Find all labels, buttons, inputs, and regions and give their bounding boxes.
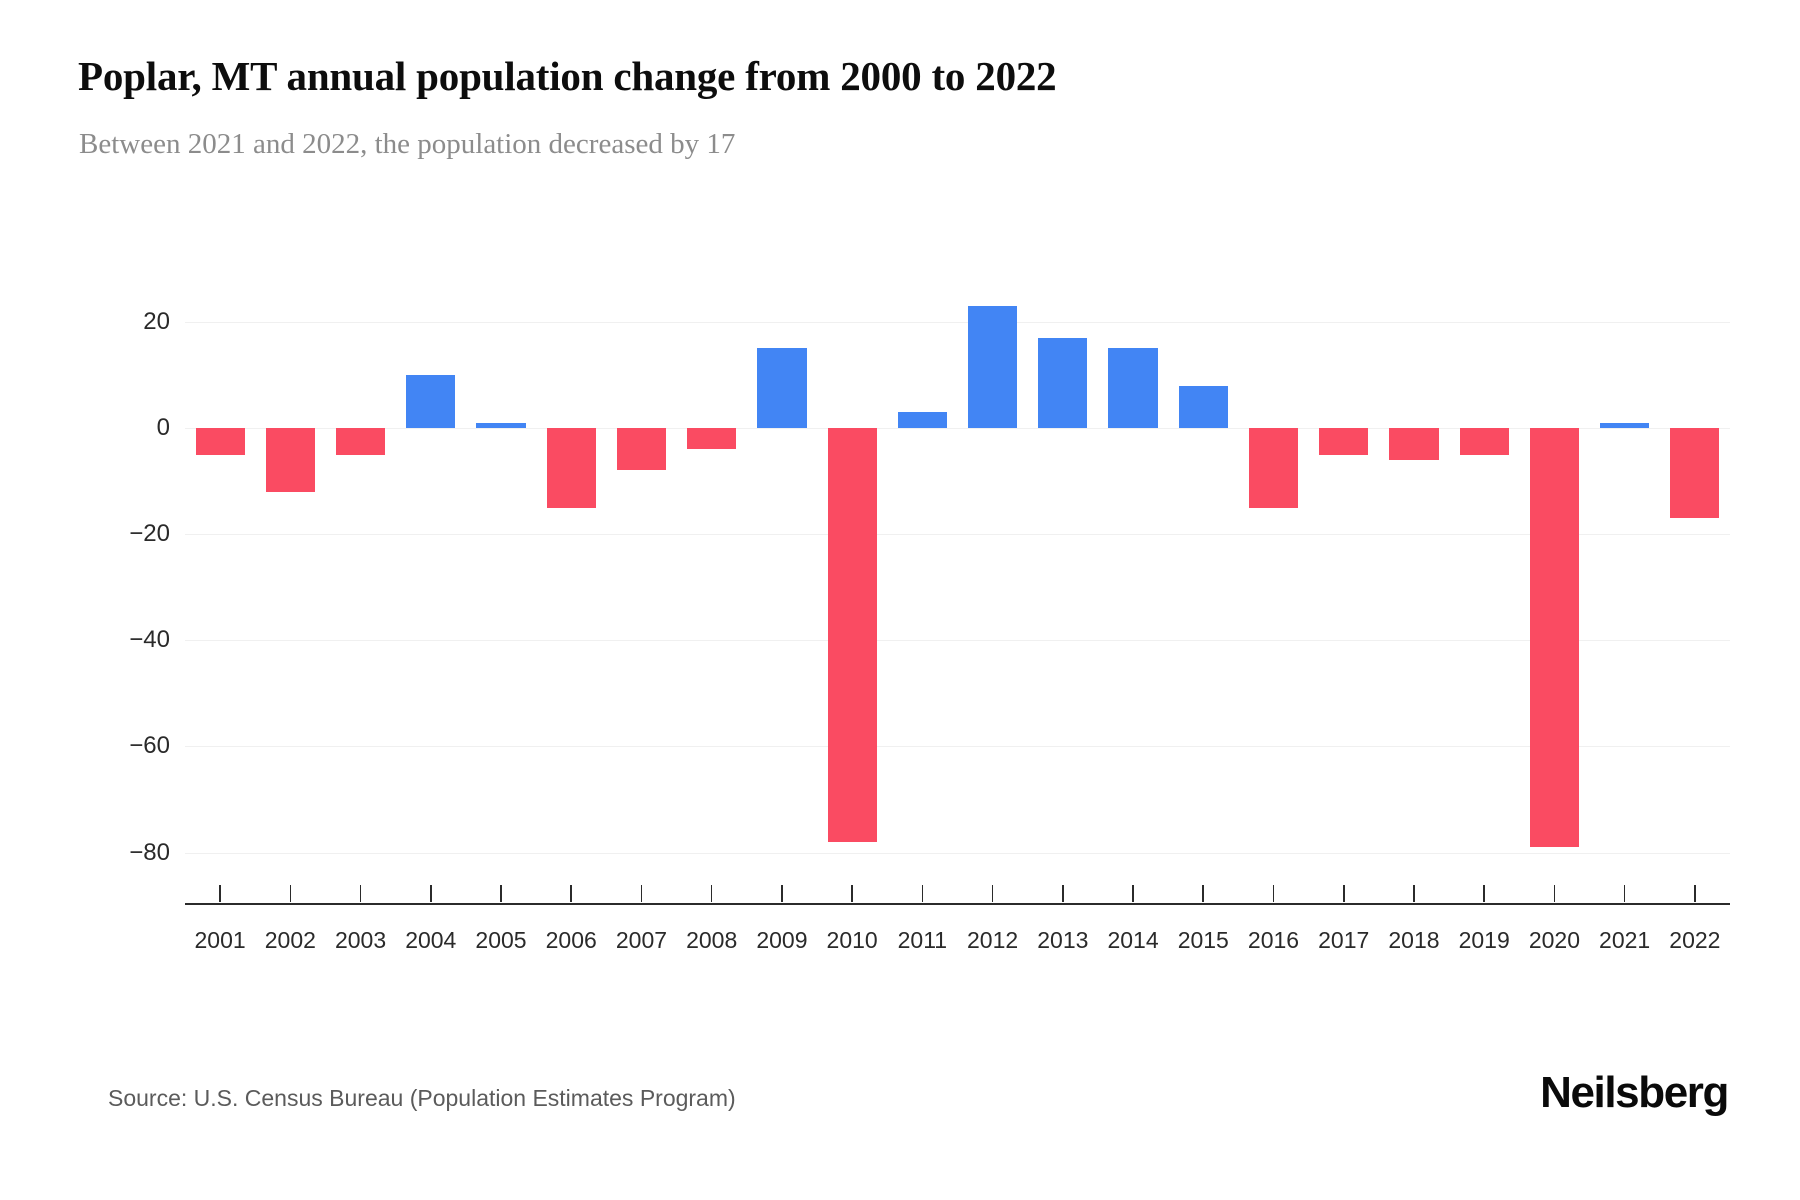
y-axis-tick-label: 20 <box>143 307 170 335</box>
y-gridline <box>185 534 1730 536</box>
x-axis-tick-label-2021: 2021 <box>1599 927 1651 953</box>
bar-2021[interactable] <box>1600 422 1650 428</box>
bar-2001[interactable] <box>195 427 245 455</box>
x-axis-tick-label-2006: 2006 <box>545 927 597 953</box>
x-axis-tick-label-2009: 2009 <box>756 927 808 953</box>
x-axis-tickmark <box>1062 885 1064 902</box>
bar-2011[interactable] <box>897 412 947 428</box>
y-gridline <box>185 640 1730 642</box>
page-title: Poplar, MT annual population change from… <box>78 53 1057 99</box>
page-subtitle: Between 2021 and 2022, the population de… <box>79 128 736 160</box>
x-axis-tick-label-2007: 2007 <box>615 927 668 953</box>
x-axis-tickmark <box>289 885 292 902</box>
x-axis-tick-label-2019: 2019 <box>1458 927 1510 953</box>
x-axis-tick-label-2014: 2014 <box>1107 927 1159 953</box>
x-axis-tick-label-2015: 2015 <box>1177 927 1229 953</box>
bar-2022[interactable] <box>1670 427 1720 519</box>
bar-2007[interactable] <box>616 427 667 471</box>
x-axis-tick-label-2013: 2013 <box>1037 927 1089 953</box>
x-axis-tick-label-2017: 2017 <box>1318 927 1370 953</box>
y-axis-tick-label: 0 <box>156 413 170 441</box>
x-axis-tickmark <box>1413 885 1415 902</box>
bar-2009[interactable] <box>757 348 807 428</box>
y-axis-tick-label: −60 <box>129 732 170 760</box>
bar-2005[interactable] <box>476 422 526 428</box>
bar-2019[interactable] <box>1459 427 1509 455</box>
y-axis-tick-label: −80 <box>129 838 170 866</box>
y-gridline <box>185 746 1730 748</box>
x-axis-tick-label-2018: 2018 <box>1388 927 1440 953</box>
bar-2017[interactable] <box>1319 427 1369 455</box>
source-note: Source: U.S. Census Bureau (Population E… <box>108 1085 736 1111</box>
x-axis-tick-label-2002: 2002 <box>264 927 316 953</box>
bar-2004[interactable] <box>406 374 456 428</box>
x-axis-tickmark <box>1202 885 1205 902</box>
bar-2018[interactable] <box>1389 427 1439 460</box>
x-axis-tick-label-2004: 2004 <box>405 927 457 953</box>
x-axis-tickmark <box>1553 885 1556 902</box>
x-axis-tick-label-2001: 2001 <box>194 927 246 953</box>
x-axis-tick-label-2003: 2003 <box>334 927 387 953</box>
x-axis-tickmark <box>1623 885 1626 902</box>
x-axis-tick-label-2016: 2016 <box>1247 927 1300 953</box>
x-axis-tickmark <box>500 885 502 902</box>
x-axis-tickmark <box>1272 885 1275 902</box>
x-axis-tickmark <box>640 885 643 902</box>
x-axis-tick-label-2022: 2022 <box>1669 927 1721 953</box>
bar-2014[interactable] <box>1108 348 1158 428</box>
bar-2002[interactable] <box>265 427 315 492</box>
x-axis-tickmark <box>781 885 783 902</box>
y-axis-tick-label: −40 <box>129 626 170 654</box>
x-axis-tick-label-2012: 2012 <box>967 927 1019 953</box>
x-axis-tickmark <box>1132 885 1134 902</box>
x-axis-tick-label-2005: 2005 <box>475 927 527 953</box>
bar-2013[interactable] <box>1038 337 1088 428</box>
x-axis-tickmark <box>710 885 713 902</box>
x-axis-tickmark <box>851 885 853 902</box>
x-axis-tick-label-2020: 2020 <box>1528 927 1580 953</box>
x-axis-tickmark <box>921 885 924 902</box>
bar-2008[interactable] <box>687 427 737 450</box>
x-axis-tickmark <box>429 885 432 902</box>
y-gridline <box>185 427 1730 429</box>
bar-2020[interactable] <box>1529 427 1579 848</box>
x-axis-tick-label-2010: 2010 <box>826 927 878 953</box>
y-axis-tick-label: −20 <box>129 520 170 548</box>
x-axis-tick-label-2011: 2011 <box>897 927 948 953</box>
bar-2010[interactable] <box>827 427 877 842</box>
x-axis-tick-label-2008: 2008 <box>686 927 738 953</box>
x-axis-tickmark <box>219 885 221 902</box>
bar-2012[interactable] <box>968 305 1018 428</box>
x-axis-tickmark <box>359 885 362 902</box>
x-axis-tickmark <box>991 885 994 902</box>
y-gridline <box>185 321 1730 323</box>
x-axis-tickmark <box>1483 885 1485 902</box>
x-axis-tickmark <box>1694 885 1696 902</box>
bar-2006[interactable] <box>546 427 596 508</box>
y-gridline <box>185 852 1730 854</box>
x-axis-tickmark <box>570 885 573 902</box>
brand-logo: Neilsberg <box>1540 1068 1729 1117</box>
x-axis-tickmark <box>1342 885 1345 902</box>
bar-2003[interactable] <box>335 427 386 455</box>
bar-2016[interactable] <box>1248 427 1299 508</box>
x-axis-line <box>185 903 1730 905</box>
bar-2015[interactable] <box>1178 385 1228 428</box>
